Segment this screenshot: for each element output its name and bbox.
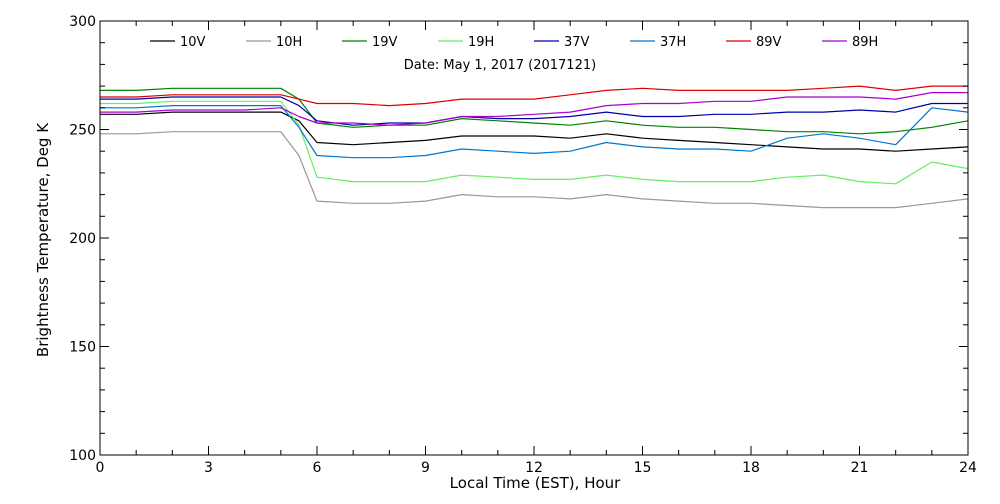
legend-label-19h: 19H	[468, 35, 494, 50]
series-line-89h	[100, 91, 968, 126]
x-tick-label: 15	[634, 460, 652, 476]
series-layer	[100, 85, 969, 209]
x-tick-label: 0	[96, 460, 105, 476]
legend-label-10v: 10V	[180, 35, 206, 50]
legend-label-37h: 37H	[660, 35, 686, 50]
legend-label-89h: 89H	[852, 35, 878, 50]
plot-frame	[99, 20, 969, 456]
series-line-89v	[100, 85, 968, 107]
x-tick-label: 21	[851, 460, 869, 476]
y-axis-label: Brightness Temperature, Deg K	[34, 122, 52, 357]
x-axis-label: Local Time (EST), Hour	[450, 474, 621, 492]
legend-label-10h: 10H	[276, 35, 302, 50]
chart-title: Date: May 1, 2017 (2017121)	[404, 58, 596, 73]
x-tick-label: 24	[959, 460, 977, 476]
x-tick-label: 18	[742, 460, 760, 476]
series-line-37h	[100, 104, 969, 159]
series-line-37v	[100, 96, 968, 126]
x-tick-label: 9	[421, 460, 430, 476]
legend-label-89v: 89V	[756, 35, 782, 50]
x-tick-label: 12	[525, 460, 543, 476]
y-tick-label: 300	[69, 14, 96, 30]
legend-label-37v: 37V	[564, 35, 590, 50]
legend-label-19v: 19V	[372, 35, 398, 50]
axes-layer: 0 3 6 9 12 15 18 21 24 100 150 200 250 300	[69, 14, 977, 476]
series-line-19h	[100, 100, 969, 185]
series-line-10h	[100, 131, 969, 209]
series-line-10v	[100, 111, 969, 152]
y-tick-label: 100	[69, 448, 96, 464]
x-tick-label: 6	[313, 460, 322, 476]
y-tick-label: 200	[69, 231, 96, 247]
y-tick-label: 150	[69, 340, 96, 356]
series-line-19v	[100, 87, 969, 135]
x-tick-label: 3	[204, 460, 213, 476]
y-tick-label: 250	[69, 123, 96, 139]
legend: 10V 10H 19V 19H 37V 37H 89V 89H	[150, 35, 878, 50]
